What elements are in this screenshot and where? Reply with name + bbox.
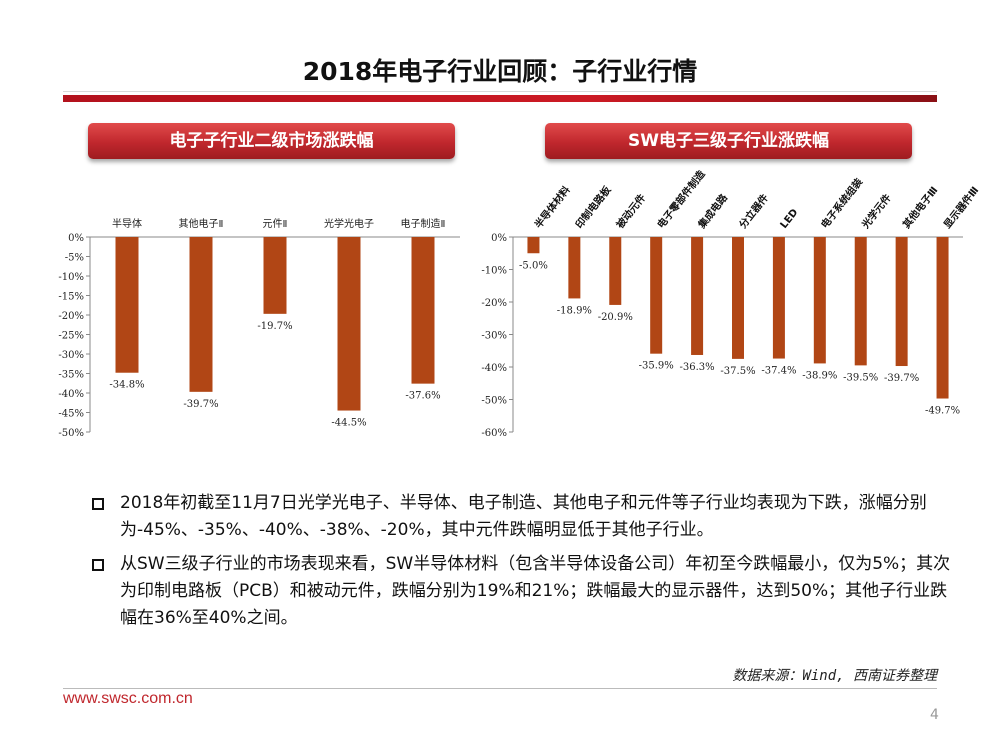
title-divider bbox=[63, 95, 937, 102]
data-label: -19.7% bbox=[257, 321, 292, 332]
chart2-sw-level3: 0% -10% -20% -30% -40% -50% -60% -5.0% 半导体材料 -18.… bbox=[481, 167, 981, 439]
category-label: 元件Ⅱ bbox=[263, 218, 288, 230]
bar bbox=[527, 237, 540, 254]
page-title: 2018年电子行业回顾：子行业行情 bbox=[302, 57, 698, 86]
data-label: -39.7% bbox=[884, 373, 919, 384]
category-label: 光学元件 bbox=[858, 191, 893, 231]
bar bbox=[854, 237, 867, 366]
checkbox-bullet-icon bbox=[92, 559, 104, 571]
category-label: 电子系统组装 bbox=[818, 176, 865, 231]
y-tick-label: -50% bbox=[58, 428, 84, 439]
y-tick-label: -35% bbox=[58, 370, 84, 381]
data-label: -18.9% bbox=[557, 305, 592, 316]
y-tick-label: 0% bbox=[491, 233, 507, 244]
category-label: 电子制造Ⅱ bbox=[401, 217, 446, 230]
data-label: -35.9% bbox=[639, 361, 674, 372]
bullet-text: 从SW三级子行业的市场表现来看，SW半导体材料（包含半导体设备公司）年初至今跌幅… bbox=[120, 554, 951, 628]
website-link[interactable]: www.swsc.com.cn bbox=[63, 690, 193, 707]
data-label: -38.9% bbox=[802, 370, 837, 381]
bar bbox=[337, 237, 361, 411]
checkbox-bullet-icon bbox=[92, 498, 104, 510]
y-tick-label: -40% bbox=[58, 389, 84, 400]
data-label: -37.5% bbox=[720, 366, 755, 377]
data-label: -39.5% bbox=[843, 372, 878, 383]
y-tick-label: -50% bbox=[481, 396, 507, 407]
data-label: -34.8% bbox=[109, 380, 144, 391]
bullet-text: 2018年初截至11月7日光学光电子、半导体、电子制造、其他电子和元件等子行业均… bbox=[120, 493, 927, 540]
bar bbox=[650, 237, 663, 354]
title-divider-top bbox=[63, 91, 937, 92]
bullet-item: 从SW三级子行业的市场表现来看，SW半导体材料（包含半导体设备公司）年初至今跌幅… bbox=[92, 551, 962, 632]
category-label: 印制电路板 bbox=[572, 183, 614, 231]
category-label: LED bbox=[779, 207, 801, 231]
data-source: 数据来源：Wind, 西南证券整理 bbox=[732, 668, 937, 684]
y-tick-label: -20% bbox=[481, 298, 507, 309]
bar bbox=[115, 237, 139, 373]
bar bbox=[189, 237, 213, 392]
category-label: 其他电子Ⅱ bbox=[179, 217, 224, 230]
data-label: -39.7% bbox=[183, 399, 218, 410]
y-tick-label: -10% bbox=[481, 266, 507, 277]
page-number: 4 bbox=[930, 707, 939, 723]
bar bbox=[263, 237, 287, 314]
bar bbox=[772, 237, 785, 359]
y-tick-label: -5% bbox=[65, 253, 84, 264]
chart1-subindustry-level2: 0% -5% -10% -15% -20% -25% -30% -35% -40% -45% -50… bbox=[58, 217, 460, 439]
data-label: -20.9% bbox=[598, 312, 633, 323]
y-tick-label: -15% bbox=[58, 292, 84, 303]
bullet-item: 2018年初截至11月7日光学光电子、半导体、电子制造、其他电子和元件等子行业均… bbox=[92, 490, 962, 544]
data-label: -44.5% bbox=[331, 418, 366, 429]
bar bbox=[568, 237, 581, 299]
data-label: -37.4% bbox=[761, 366, 796, 377]
category-label: 其他电子Ⅲ bbox=[900, 184, 941, 231]
y-tick-label: -10% bbox=[58, 272, 84, 283]
footer-divider bbox=[63, 688, 937, 689]
category-label: 分立器件 bbox=[736, 191, 771, 231]
bar bbox=[936, 237, 949, 399]
category-label: 集成电路 bbox=[695, 191, 731, 232]
category-label: 显示器件Ⅲ bbox=[941, 184, 982, 231]
commentary: 2018年初截至11月7日光学光电子、半导体、电子制造、其他电子和元件等子行业均… bbox=[92, 490, 962, 639]
bar bbox=[813, 237, 826, 364]
y-tick-label: -30% bbox=[58, 350, 84, 361]
data-label: -37.6% bbox=[405, 391, 440, 402]
data-label: -5.0% bbox=[519, 260, 548, 271]
category-label: 光学光电子 bbox=[324, 217, 374, 230]
bar bbox=[691, 237, 704, 355]
category-label: 被动元件 bbox=[613, 191, 648, 231]
category-label: 半导体 bbox=[112, 217, 142, 230]
y-tick-label: -25% bbox=[58, 331, 84, 342]
chart1-banner: 电子子行业二级市场涨跌幅 bbox=[88, 123, 455, 159]
category-label: 半导体材料 bbox=[532, 183, 573, 230]
chart2-banner: SW电子三级子行业涨跌幅 bbox=[545, 123, 912, 159]
y-tick-label: 0% bbox=[68, 233, 84, 244]
y-tick-label: -20% bbox=[58, 311, 84, 322]
y-tick-label: -45% bbox=[58, 409, 84, 420]
data-label: -36.3% bbox=[680, 362, 715, 373]
bar bbox=[411, 237, 435, 384]
bar bbox=[609, 237, 622, 305]
bar bbox=[895, 237, 908, 367]
bar bbox=[732, 237, 744, 359]
y-tick-label: -30% bbox=[481, 331, 507, 342]
y-tick-label: -40% bbox=[481, 363, 507, 374]
data-label: -49.7% bbox=[925, 406, 960, 417]
y-tick-label: -60% bbox=[481, 428, 507, 439]
